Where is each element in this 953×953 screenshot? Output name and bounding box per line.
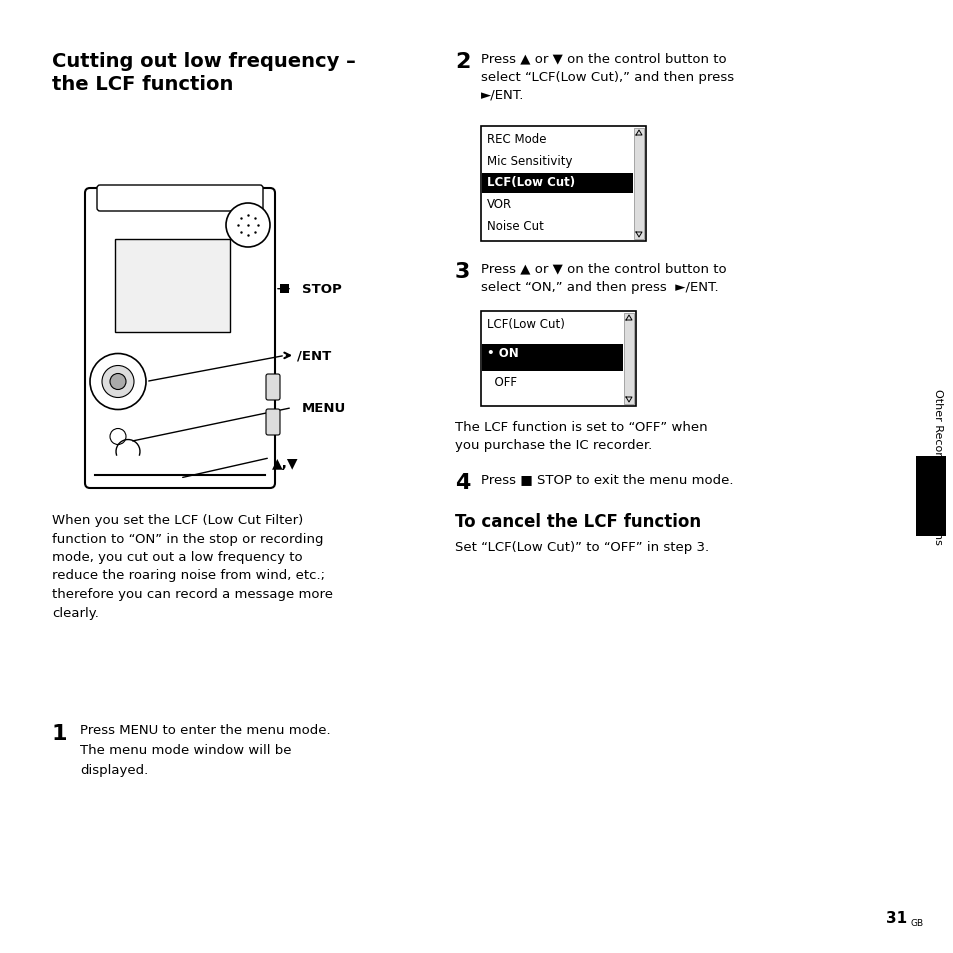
Text: /ENT: /ENT: [296, 350, 331, 362]
Text: The menu mode window will be: The menu mode window will be: [80, 743, 292, 757]
Text: Press ▲ or ▼ on the control button to
select “ON,” and then press  ►/ENT.: Press ▲ or ▼ on the control button to se…: [480, 262, 726, 294]
Circle shape: [110, 429, 126, 445]
Text: Press ■ STOP to exit the menu mode.: Press ■ STOP to exit the menu mode.: [480, 473, 733, 485]
Circle shape: [90, 355, 146, 410]
Text: REC Mode: REC Mode: [486, 132, 546, 146]
FancyBboxPatch shape: [266, 410, 280, 436]
Text: Cutting out low frequency –
the LCF function: Cutting out low frequency – the LCF func…: [52, 52, 355, 94]
Bar: [280, 285, 289, 294]
Text: LCF(Low Cut): LCF(Low Cut): [486, 176, 575, 190]
Bar: [634, 129, 643, 240]
Text: 31: 31: [885, 910, 906, 925]
Circle shape: [102, 366, 133, 398]
Text: STOP: STOP: [302, 283, 341, 295]
Bar: [915, 456, 945, 537]
Bar: [481, 344, 622, 371]
Text: Mic Sensitivity: Mic Sensitivity: [486, 154, 572, 168]
Text: displayed.: displayed.: [80, 763, 148, 776]
Circle shape: [110, 375, 126, 390]
Text: LCF(Low Cut): LCF(Low Cut): [486, 317, 564, 331]
FancyBboxPatch shape: [85, 189, 274, 489]
Text: Other Recording Operations: Other Recording Operations: [932, 389, 942, 544]
Bar: [481, 174, 633, 193]
Text: • ON: • ON: [486, 347, 518, 359]
Text: Press ▲ or ▼ on the control button to
select “LCF(Low Cut),” and then press
►/EN: Press ▲ or ▼ on the control button to se…: [480, 52, 734, 102]
Text: Press MENU to enter the menu mode.: Press MENU to enter the menu mode.: [80, 723, 331, 737]
Bar: [480, 127, 645, 242]
Text: To cancel the LCF function: To cancel the LCF function: [455, 513, 700, 531]
Bar: [480, 312, 636, 407]
Text: 2: 2: [455, 52, 470, 71]
Text: 3: 3: [455, 262, 470, 282]
FancyBboxPatch shape: [97, 186, 263, 212]
Text: ▲,▼: ▲,▼: [272, 456, 298, 470]
Bar: [623, 314, 634, 405]
Circle shape: [226, 204, 270, 248]
Text: Noise Cut: Noise Cut: [486, 219, 543, 233]
Text: VOR: VOR: [486, 198, 512, 211]
Text: Set “LCF(Low Cut)” to “OFF” in step 3.: Set “LCF(Low Cut)” to “OFF” in step 3.: [455, 540, 708, 554]
Text: When you set the LCF (Low Cut Filter)
function to “ON” in the stop or recording
: When you set the LCF (Low Cut Filter) fu…: [52, 514, 333, 618]
Text: 1: 1: [52, 723, 68, 743]
Text: MENU: MENU: [302, 401, 346, 415]
FancyBboxPatch shape: [266, 375, 280, 400]
FancyBboxPatch shape: [115, 240, 230, 333]
Text: OFF: OFF: [486, 375, 517, 388]
Text: 4: 4: [455, 473, 470, 493]
Text: The LCF function is set to “OFF” when
you purchase the IC recorder.: The LCF function is set to “OFF” when yo…: [455, 420, 707, 452]
Text: GB: GB: [910, 918, 923, 927]
